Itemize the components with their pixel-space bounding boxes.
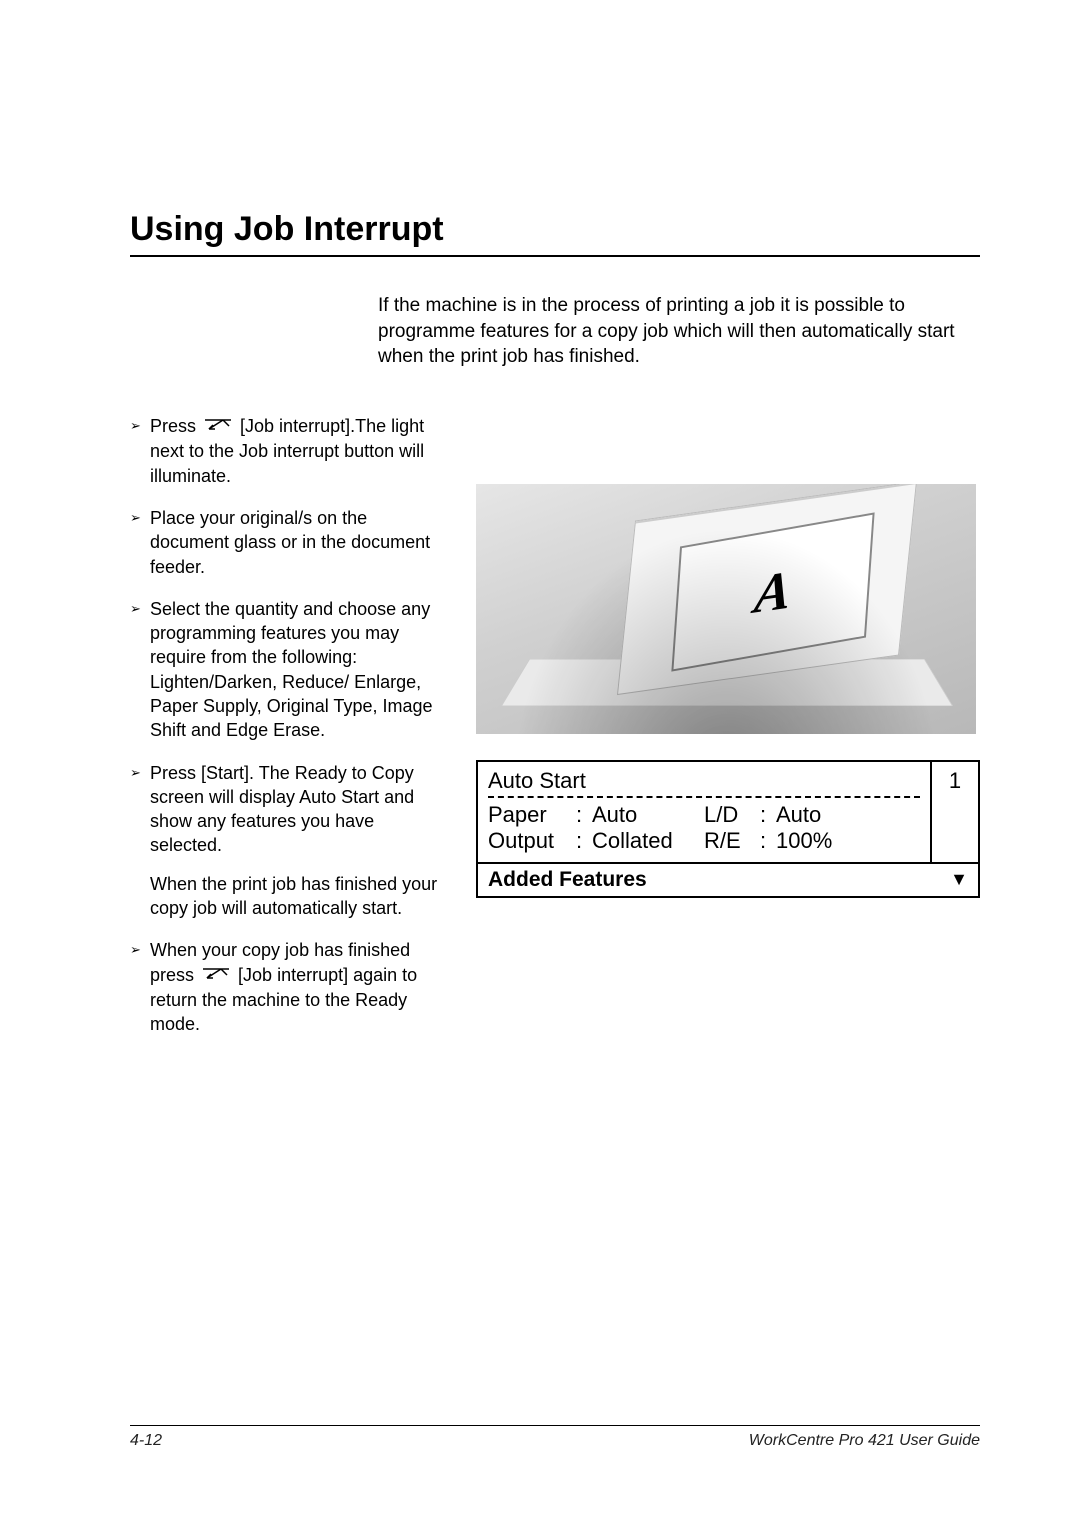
footer-page-number: 4-12 [130,1432,162,1450]
lcd-label-ld: L/D [704,802,760,828]
page-footer: 4-12 WorkCentre Pro 421 User Guide [130,1425,980,1450]
lcd-label-paper: Paper [488,802,576,828]
bullet-icon: ➢ [130,761,150,782]
step-3: ➢ Select the quantity and choose any pro… [130,597,446,743]
step-text: Place your original/s on the document gl… [150,506,446,579]
job-interrupt-icon [203,415,233,439]
footer-guide-title: WorkCentre Pro 421 User Guide [749,1432,980,1450]
bullet-icon: ➢ [130,414,150,435]
figure-column: A Auto Start Paper : Auto [476,414,980,898]
step-2: ➢ Place your original/s on the document … [130,506,446,579]
lcd-title: Auto Start [488,768,920,794]
job-interrupt-icon [201,964,231,988]
lcd-added-features-label: Added Features [488,868,950,892]
lcd-value-output: Collated [592,828,673,854]
lcd-panel-bottom: Added Features ▼ [478,862,978,896]
step-text: Select the quantity and choose any progr… [150,597,446,743]
bullet-icon: ➢ [130,506,150,527]
page: Using Job Interrupt If the machine is in… [0,0,1080,1528]
lcd-panel-top: Auto Start Paper : Auto Output [478,762,978,862]
lcd-label-re: R/E [704,828,760,854]
copier-illustration: A [476,484,976,734]
bullet-icon: ➢ [130,938,150,959]
page-heading: Using Job Interrupt [130,210,980,257]
copier-lid-shape [617,484,917,695]
step-4: ➢ Press [Start]. The Ready to Copy scree… [130,761,446,921]
step-text-pre: Press [150,416,201,436]
step-extra-text: When the print job has finished your cop… [150,874,437,918]
copier-base-shape [501,659,953,706]
step-1: ➢ Press [Job interrupt].The light next t… [130,414,446,488]
lcd-value-ld: Auto [776,802,821,828]
two-column-layout: ➢ Press [Job interrupt].The light next t… [130,414,980,1055]
step-5: ➢ When your copy job has finished press … [130,938,446,1036]
bullet-icon: ➢ [130,597,150,618]
chevron-down-icon: ▼ [950,869,968,890]
lcd-value-paper: Auto [592,802,637,828]
steps-column: ➢ Press [Job interrupt].The light next t… [130,414,476,1055]
step-text: Press [Start]. The Ready to Copy screen … [150,763,414,856]
lcd-value-re: 100% [776,828,832,854]
document-on-glass: A [671,512,874,671]
lcd-status-grid: Paper : Auto Output : Collated [488,802,920,854]
intro-paragraph: If the machine is in the process of prin… [378,293,980,370]
dashed-divider [488,796,920,798]
document-letter: A [752,558,795,626]
lcd-label-output: Output [488,828,576,854]
lcd-panel: Auto Start Paper : Auto Output [476,760,980,898]
lcd-count: 1 [930,762,978,862]
